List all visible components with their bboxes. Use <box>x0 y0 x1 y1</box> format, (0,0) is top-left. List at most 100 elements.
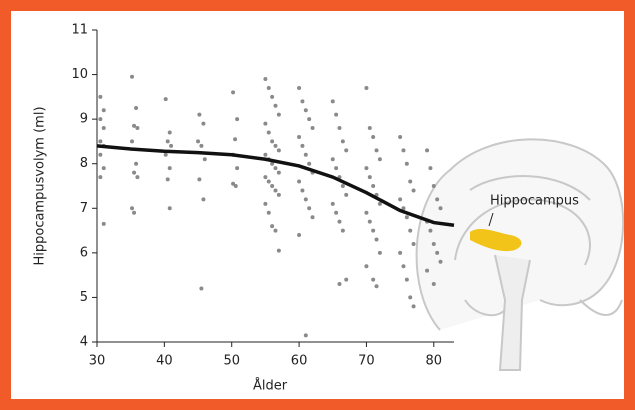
data-point <box>165 177 170 182</box>
data-point <box>297 179 302 184</box>
data-point <box>134 161 139 166</box>
hippocampus-shape <box>470 228 522 252</box>
data-point <box>202 157 207 162</box>
data-point <box>344 148 349 153</box>
y-tick-label: 6 <box>80 245 88 260</box>
data-point <box>167 206 172 211</box>
data-point <box>273 166 278 171</box>
x-tick-label: 80 <box>426 354 443 369</box>
data-point <box>377 250 382 255</box>
data-point <box>297 134 302 139</box>
brain-illustration <box>415 138 625 371</box>
data-point <box>364 264 369 269</box>
data-point <box>411 188 416 193</box>
data-point <box>273 228 278 233</box>
data-point <box>263 201 268 206</box>
data-point <box>303 197 308 202</box>
x-tick-label: 70 <box>358 354 375 369</box>
data-point <box>165 139 170 144</box>
data-point <box>235 117 240 122</box>
data-point <box>431 282 436 287</box>
data-point <box>134 106 139 110</box>
data-point <box>364 85 369 90</box>
data-point <box>135 175 140 180</box>
y-axis-title: Hippocampusvolym (ml) <box>33 106 48 265</box>
data-point <box>233 137 238 142</box>
data-point <box>303 108 308 113</box>
data-point <box>300 188 305 193</box>
y-tick-label: 8 <box>80 156 88 171</box>
data-point <box>101 108 106 113</box>
x-tick-label: 60 <box>291 354 308 369</box>
data-point <box>344 277 349 282</box>
trend-line <box>96 144 455 227</box>
data-point <box>201 197 206 202</box>
data-point <box>340 184 345 188</box>
data-point <box>263 121 268 126</box>
data-point <box>330 201 335 206</box>
data-point <box>266 85 271 90</box>
x-tick-label: 40 <box>156 354 173 369</box>
data-point <box>435 197 440 202</box>
data-point <box>404 215 409 220</box>
data-point <box>167 130 172 135</box>
data-point <box>401 148 406 153</box>
data-point <box>273 188 278 193</box>
data-point <box>334 210 339 215</box>
data-point <box>337 219 342 224</box>
data-point <box>167 166 172 171</box>
data-point <box>263 152 268 157</box>
data-point <box>297 233 302 238</box>
data-point <box>367 175 372 180</box>
data-point <box>231 90 236 95</box>
data-point <box>130 139 135 144</box>
data-point <box>371 277 376 282</box>
data-point <box>310 215 315 220</box>
data-point <box>132 170 137 175</box>
data-point <box>130 206 135 211</box>
data-point <box>297 85 302 90</box>
data-point <box>132 210 137 215</box>
data-point <box>371 184 376 188</box>
data-point <box>334 112 339 117</box>
data-point <box>408 228 413 233</box>
data-point <box>428 228 433 233</box>
data-point <box>98 139 103 144</box>
data-point <box>374 148 379 153</box>
data-point <box>374 284 379 289</box>
data-point <box>101 221 106 226</box>
data-point <box>132 123 137 128</box>
data-point <box>401 206 406 211</box>
data-point <box>398 250 403 255</box>
data-point <box>270 94 275 99</box>
data-point <box>367 219 372 224</box>
x-axis-title: Ålder <box>253 378 288 394</box>
data-point <box>307 161 312 166</box>
data-point <box>300 99 305 104</box>
data-point <box>431 184 436 188</box>
data-point <box>135 126 140 131</box>
data-point <box>98 152 103 157</box>
y-tick-label: 4 <box>80 335 88 350</box>
data-point <box>425 268 430 273</box>
data-point <box>303 152 308 157</box>
data-point <box>273 103 278 108</box>
y-tick-label: 7 <box>80 201 88 216</box>
data-point <box>340 139 345 144</box>
data-point <box>300 143 305 148</box>
data-point <box>377 157 382 162</box>
data-point <box>270 161 275 166</box>
data-point <box>197 112 202 117</box>
data-point <box>340 228 345 233</box>
data-point <box>401 264 406 269</box>
data-point <box>303 333 308 338</box>
data-point <box>276 170 281 175</box>
data-point <box>364 210 369 215</box>
data-point <box>197 177 202 182</box>
data-point <box>307 117 312 122</box>
data-point <box>276 248 281 253</box>
data-point <box>98 175 103 180</box>
data-point <box>411 304 416 309</box>
data-point <box>266 179 271 184</box>
